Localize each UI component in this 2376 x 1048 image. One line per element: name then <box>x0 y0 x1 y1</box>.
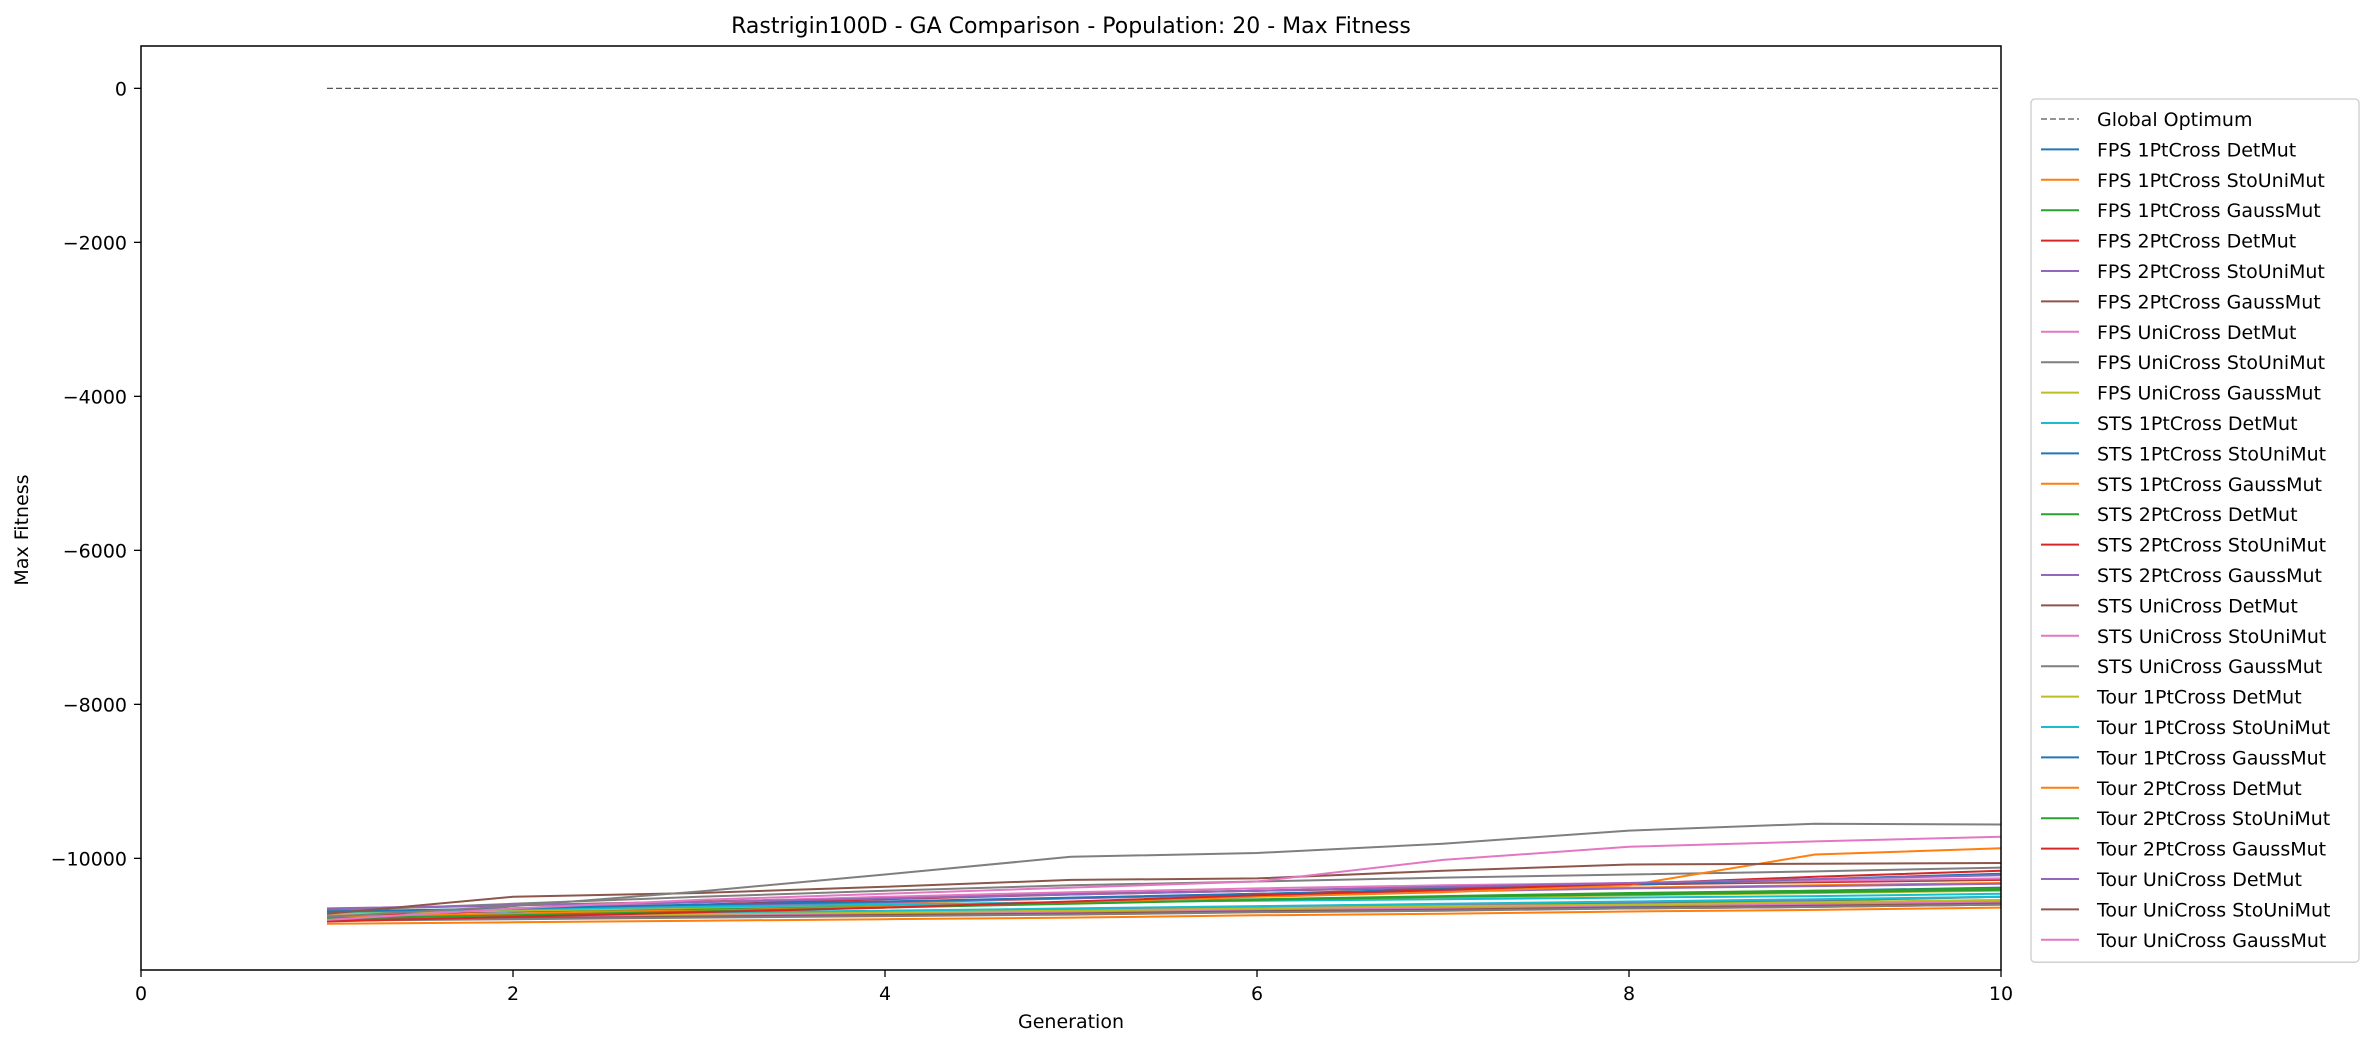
legend-entry: FPS UniCross StoUniMut <box>2097 352 2325 374</box>
x-tick-label: 2 <box>507 983 519 1005</box>
legend-entry: STS 1PtCross GaussMut <box>2097 474 2322 496</box>
x-tick-label: 6 <box>1251 983 1263 1005</box>
x-tick-label: 10 <box>1989 983 2013 1005</box>
legend-entry: FPS 1PtCross StoUniMut <box>2097 170 2325 192</box>
legend-entry: Tour 2PtCross DetMut <box>2096 778 2302 800</box>
chart-title: Rastrigin100D - GA Comparison - Populati… <box>731 14 1411 39</box>
legend-entry: FPS UniCross DetMut <box>2097 322 2297 344</box>
legend-entry: STS 2PtCross GaussMut <box>2097 565 2322 587</box>
legend-entry: STS UniCross GaussMut <box>2097 656 2322 678</box>
legend-entry: Global Optimum <box>2097 109 2252 131</box>
legend: Global Optimum FPS 1PtCross DetMut FPS 1Pt… <box>2030 98 2360 963</box>
legend-entry: FPS 1PtCross DetMut <box>2097 139 2296 161</box>
series-line-5 <box>326 902 2002 921</box>
x-axis-label: Generation <box>1018 1011 1124 1033</box>
legend-entry: FPS UniCross GaussMut <box>2097 383 2321 405</box>
y-tick-label: −2000 <box>63 232 127 254</box>
series-line-27 <box>326 822 2002 918</box>
legend-entry: STS 2PtCross DetMut <box>2097 504 2298 526</box>
legend-entry: Tour 1PtCross GaussMut <box>2096 747 2326 769</box>
x-tick-label: 8 <box>1623 983 1635 1005</box>
legend-entry: FPS 2PtCross StoUniMut <box>2097 261 2325 283</box>
series-line-21 <box>326 847 2002 918</box>
series-line-26 <box>326 835 2002 921</box>
series-line-25 <box>326 862 2002 915</box>
series-line-22 <box>326 888 2002 920</box>
legend-entry: STS 1PtCross DetMut <box>2097 413 2298 435</box>
axes-group: 0 2 4 6 8 10 0 −2000 −4000 −6000 −8000 −10000 <box>51 45 2013 1005</box>
legend-entry: STS UniCross DetMut <box>2097 595 2298 617</box>
plot-lines-group <box>326 87 2002 925</box>
x-tick-label: 4 <box>879 983 891 1005</box>
legend-entry: STS UniCross StoUniMut <box>2097 626 2326 648</box>
legend-entry: Tour UniCross StoUniMut <box>2096 899 2331 921</box>
y-tick-label: 0 <box>115 78 127 100</box>
y-tick-label: −10000 <box>51 848 127 870</box>
x-tick-label: 0 <box>135 983 147 1005</box>
legend-entry: STS 2PtCross StoUniMut <box>2097 535 2326 557</box>
legend-entry: Tour UniCross GaussMut <box>2096 930 2326 952</box>
y-tick-label: −6000 <box>63 540 127 562</box>
legend-entry: Tour 1PtCross DetMut <box>2096 687 2302 709</box>
series-line-7 <box>326 903 2002 922</box>
series-line-17 <box>326 866 2002 912</box>
legend-entry: Tour UniCross DetMut <box>2096 869 2302 891</box>
legend-entry: STS 1PtCross StoUniMut <box>2097 443 2326 465</box>
legend-entry: FPS 2PtCross DetMut <box>2097 231 2296 253</box>
y-tick-label: −4000 <box>63 386 127 408</box>
legend-box <box>2030 98 2360 963</box>
y-axis-label: Max Fitness <box>11 474 33 585</box>
legend-entry: FPS 1PtCross GaussMut <box>2097 200 2321 222</box>
series-line-1 <box>326 906 2002 925</box>
plot-frame <box>140 45 2002 971</box>
y-tick-label: −8000 <box>63 694 127 716</box>
legend-entry: Tour 1PtCross StoUniMut <box>2096 717 2330 739</box>
legend-entry: FPS 2PtCross GaussMut <box>2097 291 2321 313</box>
legend-entry: Tour 2PtCross StoUniMut <box>2096 808 2330 830</box>
legend-entry: Tour 2PtCross GaussMut <box>2096 839 2326 861</box>
